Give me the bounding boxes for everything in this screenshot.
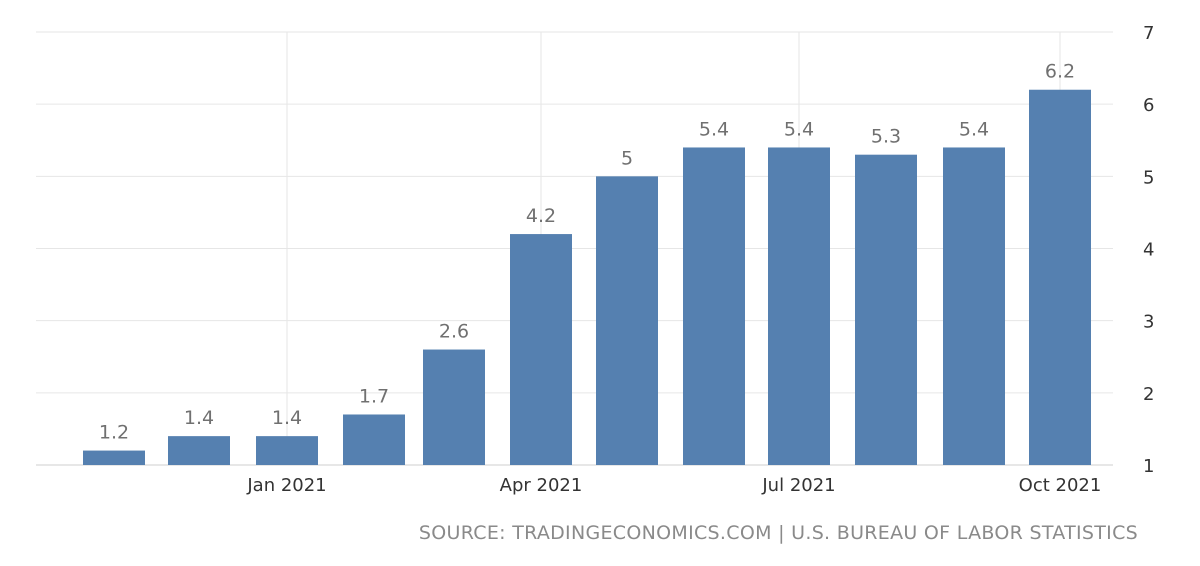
bar-value-label: 1.4 — [184, 407, 214, 429]
bar — [943, 147, 1005, 465]
bar-value-label: 5.4 — [784, 118, 814, 140]
bars — [83, 89, 1091, 466]
bar — [768, 147, 830, 465]
x-tick-label: Jan 2021 — [246, 475, 326, 496]
bar — [510, 234, 572, 465]
x-tick-label: Apr 2021 — [500, 475, 583, 496]
x-tick-label: Oct 2021 — [1019, 475, 1102, 496]
y-tick-label: 2 — [1143, 384, 1154, 405]
x-axis-ticks: Jan 2021 Apr 2021 Jul 2021 Oct 2021 — [246, 475, 1101, 496]
bar-value-label: 1.4 — [272, 407, 302, 429]
bar-value-label: 6.2 — [1045, 61, 1075, 83]
bar — [596, 176, 658, 466]
bar-value-label: 5 — [621, 147, 633, 169]
y-tick-label: 7 — [1143, 23, 1154, 44]
bar — [423, 349, 485, 465]
bar-value-label: 1.7 — [359, 385, 389, 407]
bar-value-label: 2.6 — [439, 321, 469, 343]
source-note: SOURCE: TRADINGECONOMICS.COM | U.S. BURE… — [418, 522, 1138, 544]
bar-value-label: 5.4 — [699, 118, 729, 140]
bar — [1029, 89, 1091, 465]
bar — [343, 414, 405, 465]
bar-value-label: 5.3 — [871, 126, 901, 148]
y-tick-label: 4 — [1143, 240, 1154, 261]
y-axis-ticks: 1 2 3 4 5 6 7 — [1143, 23, 1154, 477]
x-tick-label: Jul 2021 — [761, 475, 835, 496]
data-labels: 1.2 1.4 1.4 1.7 2.6 4.2 5 5.4 5.4 5.3 5.4 6.2 — [99, 61, 1075, 444]
bar — [256, 436, 318, 465]
bar-value-label: 1.2 — [99, 422, 129, 444]
bar — [168, 436, 230, 465]
bar — [683, 147, 745, 465]
y-tick-label: 1 — [1143, 456, 1154, 477]
bar-value-label: 5.4 — [959, 118, 989, 140]
bar — [83, 450, 145, 465]
y-tick-label: 6 — [1143, 95, 1154, 116]
bar-value-label: 4.2 — [526, 205, 556, 227]
bar — [855, 154, 917, 465]
y-tick-label: 5 — [1143, 167, 1154, 188]
y-tick-label: 3 — [1143, 312, 1154, 333]
